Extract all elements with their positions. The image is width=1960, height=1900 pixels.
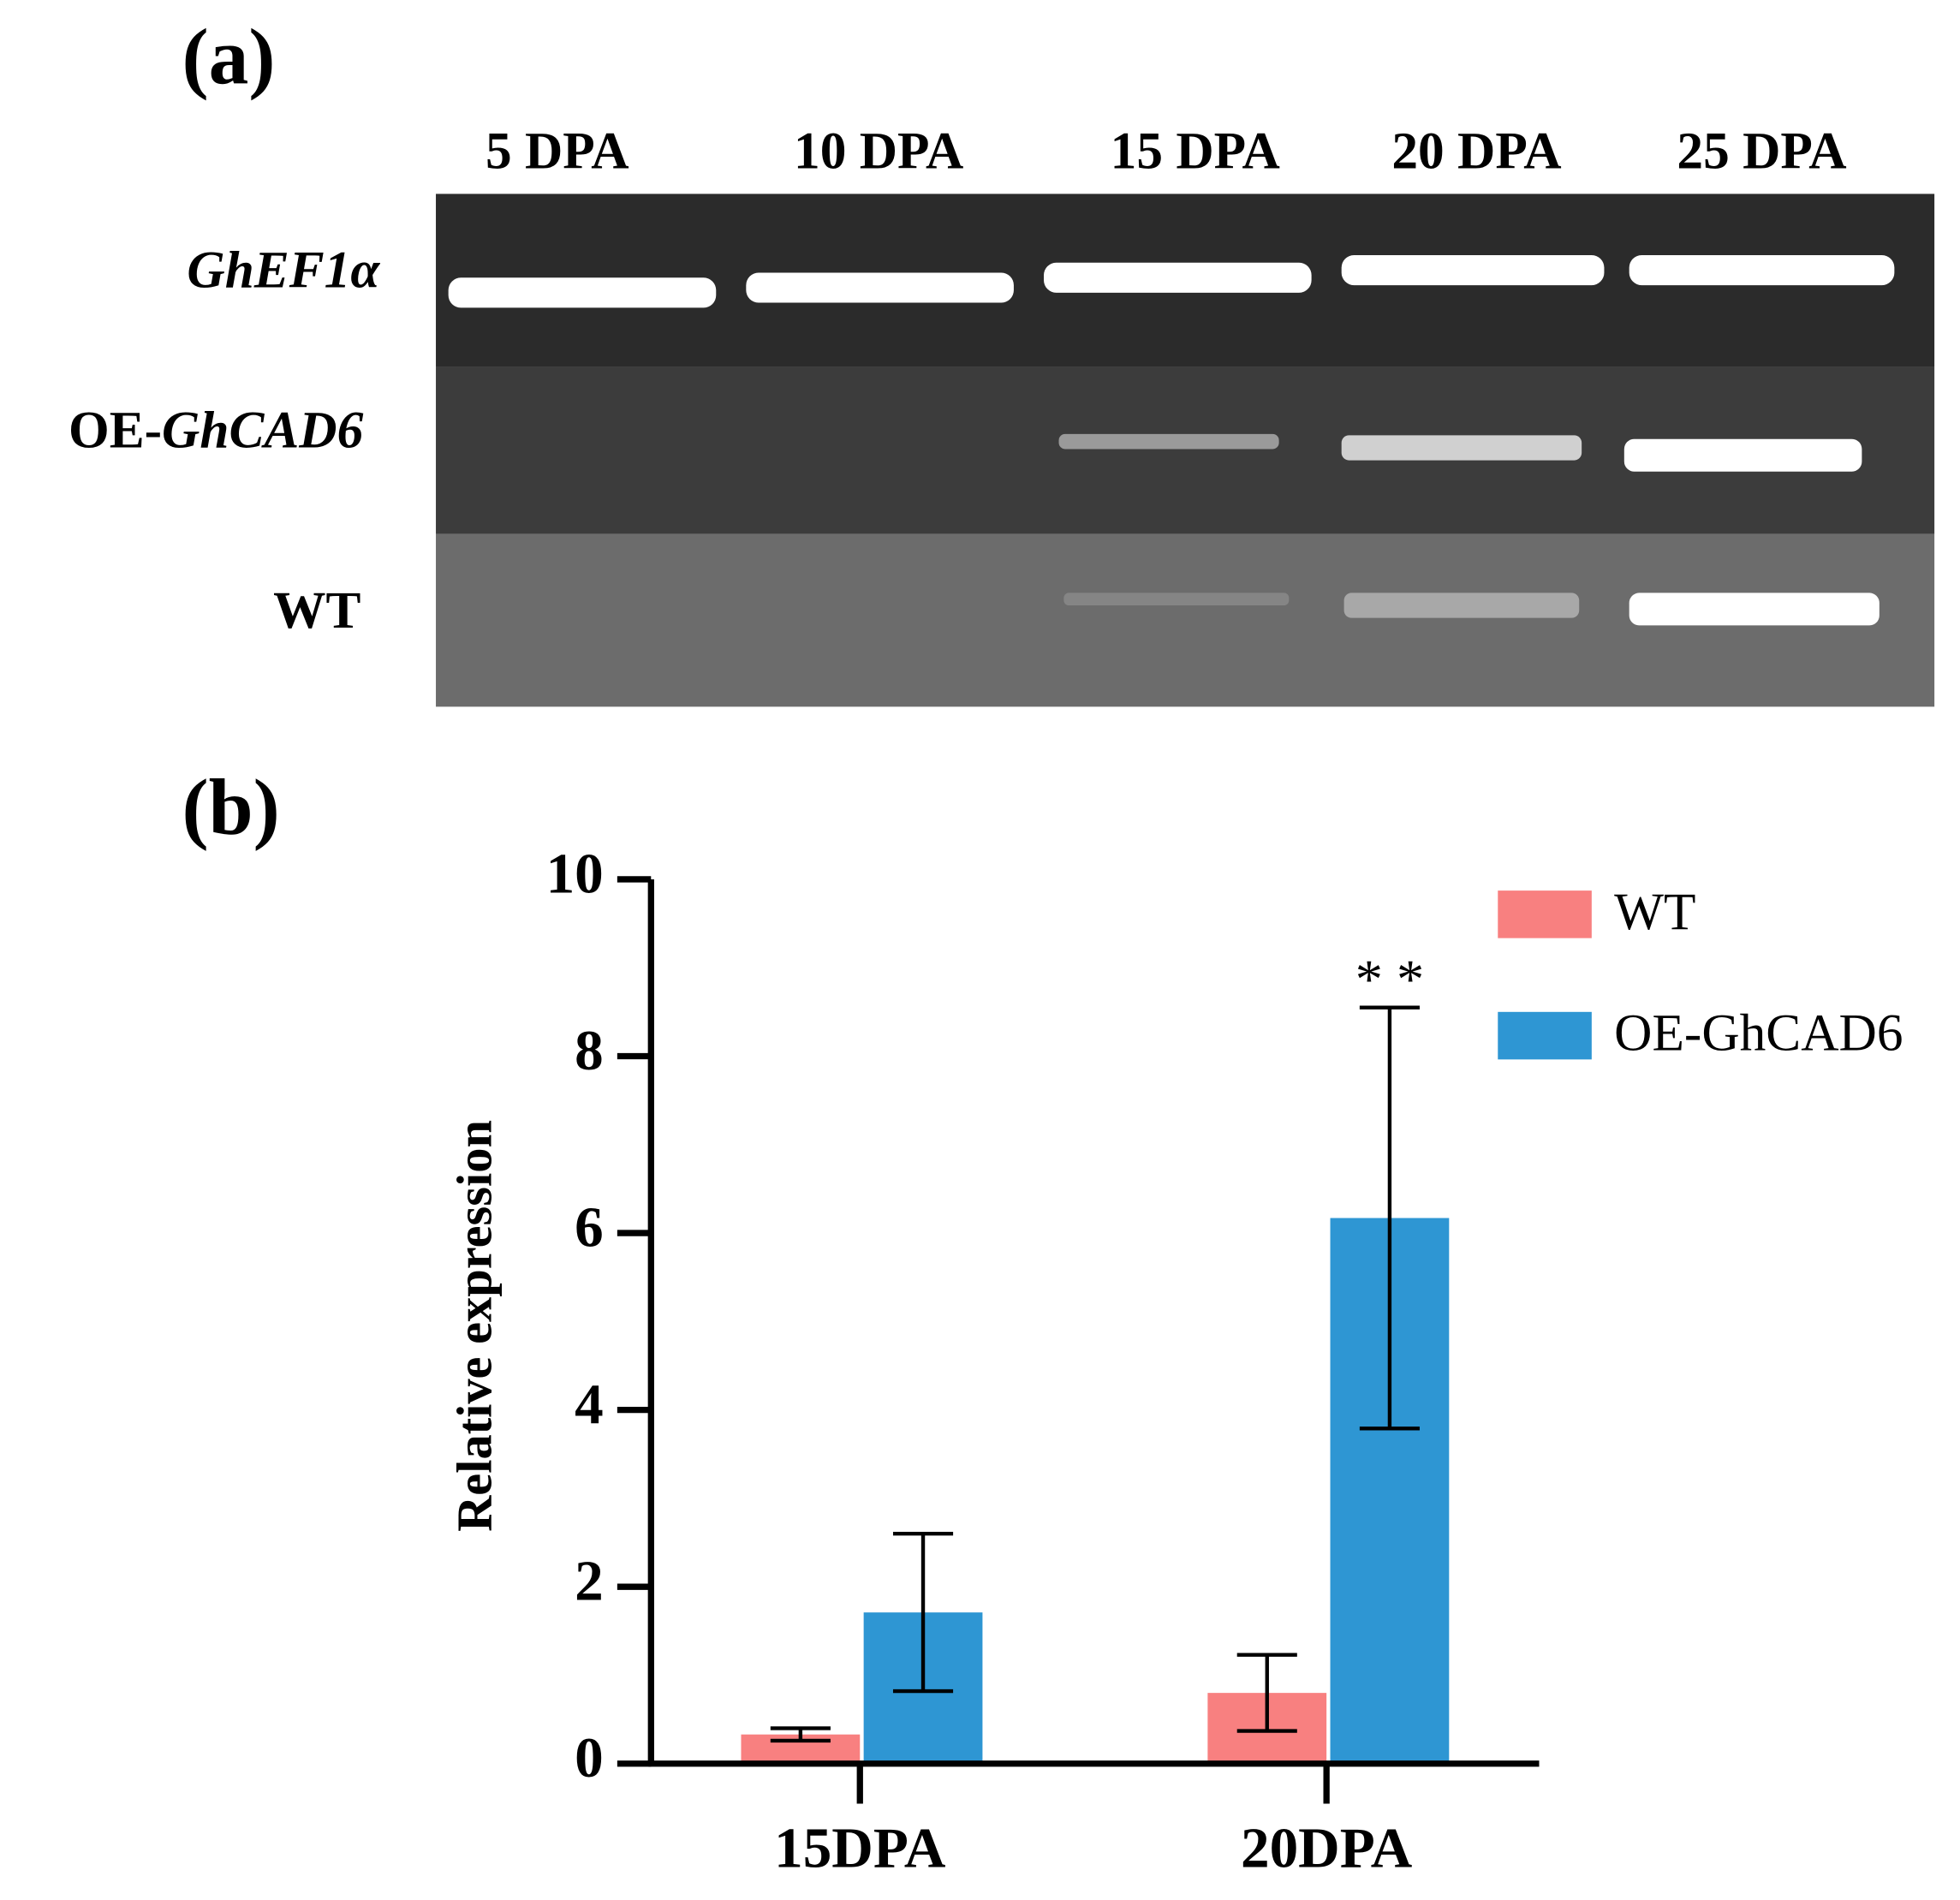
lane-label: 15 DPA [1111, 122, 1280, 181]
lane-label: 5 DPA [486, 122, 629, 181]
row-label-part: GhCAD6 [162, 401, 364, 459]
x-tick-label: 15DPA [774, 1815, 946, 1879]
row-label: OE-GhCAD6 [69, 401, 364, 459]
legend-swatch [1498, 890, 1592, 938]
lane-label: 20 DPA [1391, 122, 1561, 181]
band [1629, 593, 1880, 626]
band [1063, 593, 1290, 606]
error-bar [1359, 1005, 1420, 1431]
annotation: * * [1355, 949, 1424, 1010]
row-label: WT [273, 581, 360, 640]
error-bar [770, 1726, 831, 1743]
y-tick-label: 6 [575, 1195, 604, 1260]
band [1044, 262, 1312, 293]
band [746, 272, 1014, 303]
band [1341, 435, 1582, 461]
lane-label: 10 DPA [794, 122, 963, 181]
gel [436, 194, 1935, 707]
y-tick-label: 0 [575, 1725, 604, 1790]
row-label-part: OE- [69, 401, 162, 459]
band [1343, 593, 1580, 618]
legend-label: OE-GhCAD6 [1614, 1004, 1903, 1063]
panel-label: (a) [182, 13, 275, 101]
band [1629, 255, 1895, 286]
y-tick-label: 10 [546, 841, 604, 905]
y-tick-label: 8 [575, 1018, 604, 1082]
x-tick-label: 20DPA [1241, 1815, 1413, 1879]
row-label: GhEF1α [187, 241, 380, 299]
error-bar [1236, 1653, 1297, 1733]
lane-label: 25 DPA [1677, 122, 1846, 181]
band [1058, 433, 1279, 450]
y-tick-label: 4 [575, 1372, 604, 1436]
legend-label: WT [1614, 883, 1695, 941]
error-bar [892, 1532, 954, 1694]
legend-swatch [1498, 1011, 1592, 1060]
band [448, 277, 717, 308]
band [1623, 438, 1862, 472]
panel-label: (b) [182, 764, 279, 852]
band [1341, 255, 1605, 286]
y-tick-label: 2 [575, 1549, 604, 1613]
y-axis-title: Relative expression [447, 1120, 503, 1532]
